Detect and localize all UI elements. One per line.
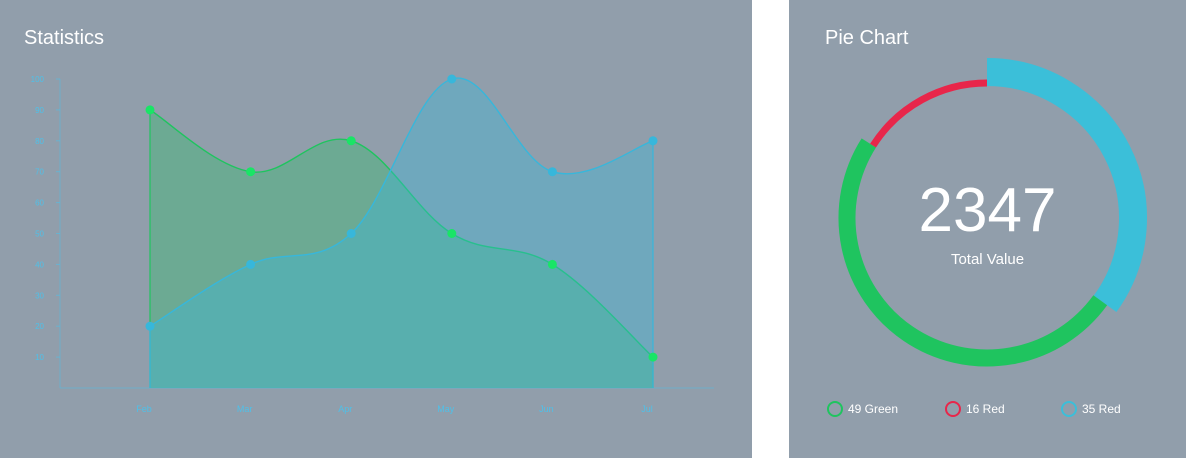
total-value-label: Total Value xyxy=(950,251,1025,268)
series-blue-area xyxy=(150,78,653,388)
donut-slice-green xyxy=(838,138,1108,367)
series-green-area xyxy=(150,109,653,389)
pie-title: Pie Chart xyxy=(825,27,909,49)
series-green-point xyxy=(346,136,356,146)
series-green-point xyxy=(246,167,256,177)
y-tick-label: 40 xyxy=(35,260,44,269)
y-tick-label: 30 xyxy=(35,291,44,300)
series-green-point xyxy=(447,229,457,238)
donut-slice-red xyxy=(870,79,988,148)
x-tick-label: Apr xyxy=(338,404,352,414)
series-green-point xyxy=(547,259,557,269)
y-tick-label: 100 xyxy=(31,75,45,84)
y-tick-label: 70 xyxy=(35,168,44,177)
legend-swatch-blue xyxy=(1061,401,1077,417)
series-green-point xyxy=(145,105,155,115)
total-value: 2347 xyxy=(918,176,1057,245)
statistics-panel: Statistics 10 20 30 40 50 60 70 80 90 100 Feb Mar Ap… xyxy=(0,0,752,458)
y-tick-label: 10 xyxy=(35,353,44,362)
series-green-line xyxy=(149,109,654,358)
statistics-title: Statistics xyxy=(24,27,105,49)
y-tick-label: 90 xyxy=(35,106,44,115)
y-tick-label: 50 xyxy=(35,230,44,239)
donut-chart xyxy=(838,58,1147,367)
series-blue-point xyxy=(547,167,557,177)
legend-label-red: 16 Red xyxy=(966,402,1005,416)
y-tick-label: 20 xyxy=(35,322,44,331)
x-tick-label: Feb xyxy=(136,404,152,414)
series-green-point xyxy=(648,352,658,362)
legend-swatch-green xyxy=(827,401,843,417)
x-tick-label: Mar xyxy=(237,404,253,414)
x-tick-label: Jul xyxy=(641,404,653,414)
series-blue-point xyxy=(145,321,155,331)
legend-item-green: 49 Green xyxy=(827,400,898,418)
x-tick-label: Jun xyxy=(539,404,554,414)
pie-panel: Pie Chart 2347 Total Value 49 Green 16 R… xyxy=(789,0,1186,458)
y-tick-label: 80 xyxy=(35,137,44,146)
donut-slice-blue xyxy=(986,58,1147,313)
legend-item-blue: 35 Red xyxy=(1061,400,1121,418)
legend-swatch-red xyxy=(945,401,961,417)
series-blue-point xyxy=(246,259,256,269)
legend-label-green: 49 Green xyxy=(848,402,899,416)
series-blue-point xyxy=(346,229,356,238)
y-tick-label: 60 xyxy=(35,199,44,208)
series-blue-point xyxy=(648,136,658,146)
x-tick-label: May xyxy=(437,404,455,414)
legend-label-blue: 35 Red xyxy=(1082,402,1121,416)
series-blue-point xyxy=(447,74,457,84)
area-chart: 10 20 30 40 50 60 70 80 90 100 Feb Mar Apr May Jun Jul xyxy=(31,74,714,414)
legend-item-red: 16 Red xyxy=(945,400,1005,418)
